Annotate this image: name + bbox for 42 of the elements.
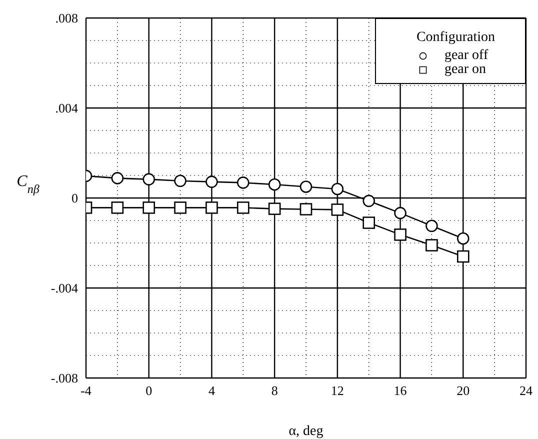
y-tick-label: .004	[55, 100, 78, 116]
point	[174, 174, 186, 188]
point	[300, 203, 312, 216]
point	[331, 204, 344, 216]
point	[362, 216, 376, 229]
x-tick-label: 24	[520, 383, 533, 398]
x-tick-label: 20	[456, 383, 470, 398]
point	[206, 202, 218, 214]
y-tick-label: 0	[72, 190, 78, 206]
legend-label: gear on	[444, 62, 486, 77]
x-axis-title: α, deg	[288, 424, 324, 439]
y-tick-label: -.008	[50, 370, 78, 386]
point	[111, 202, 124, 214]
point	[174, 202, 186, 214]
y-axis-title: C$_{nβ}$	[16, 173, 40, 196]
point	[426, 239, 438, 252]
point	[206, 176, 218, 188]
x-tick-label: 12	[330, 383, 344, 398]
legend-title: Configuration	[416, 30, 495, 45]
y-tick-label: -.004	[50, 280, 78, 296]
point	[268, 202, 281, 215]
legend-label: gear off	[444, 48, 488, 63]
y-tick-label: .008	[55, 10, 78, 26]
point	[111, 172, 124, 184]
point	[236, 202, 250, 214]
point	[331, 182, 344, 196]
point	[394, 206, 406, 220]
point	[142, 173, 156, 186]
x-tick-label: 4	[208, 383, 216, 398]
x-tick-label: 8	[271, 383, 278, 398]
point	[268, 178, 281, 191]
x-tick-label: 0	[146, 383, 152, 398]
point	[426, 220, 438, 232]
point	[236, 176, 250, 189]
point	[300, 180, 312, 193]
point	[142, 202, 156, 214]
point	[394, 228, 406, 241]
x-tick-label: -4	[80, 383, 92, 398]
point	[456, 250, 470, 263]
point	[362, 194, 376, 208]
x-tick-label: 16	[394, 383, 408, 398]
point	[456, 232, 470, 245]
